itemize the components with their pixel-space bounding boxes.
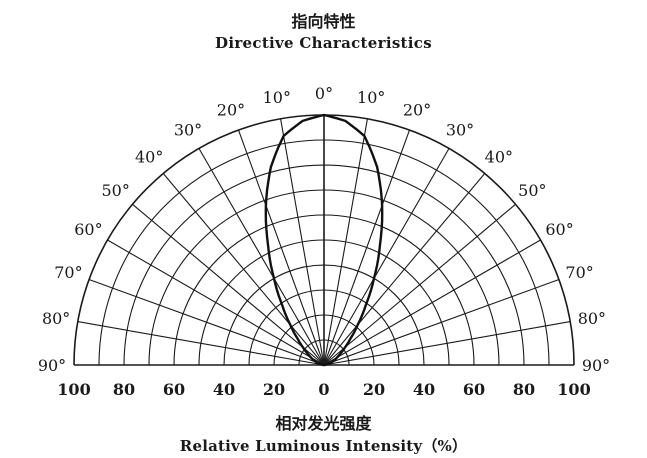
tick-label: 0: [318, 380, 329, 399]
angle-label: 20°: [217, 100, 245, 119]
grid-spoke: [323, 118, 368, 366]
chart-title: 指向特性: [291, 12, 356, 31]
angle-label: 50°: [101, 181, 129, 200]
grid-spoke: [162, 173, 325, 366]
grid-spoke: [88, 278, 325, 366]
grid-spoke: [323, 148, 450, 366]
grid-spoke: [323, 203, 516, 366]
angle-label: 70°: [565, 263, 593, 282]
grid-spoke: [132, 203, 325, 366]
grid-spoke: [323, 278, 560, 366]
grid-spoke: [237, 129, 325, 366]
angle-label: 90°: [582, 356, 610, 375]
x-axis-label-cn: 相对发光强度: [275, 414, 372, 433]
grid-spoke: [323, 173, 486, 366]
angle-label: 20°: [403, 100, 431, 119]
tick-label: 80: [513, 380, 535, 399]
angle-labels: 0° 10° 10° 20° 20° 30° 30° 40° 40° 50° 50° 60° 60° 70…: [38, 84, 610, 375]
tick-label: 100: [57, 380, 90, 399]
tick-label: 80: [113, 380, 135, 399]
angle-label: 30°: [446, 120, 474, 139]
angle-label: 50°: [518, 181, 546, 200]
tick-label: 40: [413, 380, 435, 399]
angle-label: 80°: [42, 309, 70, 328]
angle-label: 60°: [545, 220, 573, 239]
angle-label: 70°: [54, 263, 82, 282]
grid-spoke: [77, 321, 325, 366]
tick-label: 20: [263, 380, 285, 399]
angle-label: 30°: [174, 120, 202, 139]
tick-label: 60: [463, 380, 485, 399]
chart-subtitle: Directive Characteristics: [215, 34, 432, 52]
angle-label: 60°: [74, 220, 102, 239]
intensity-curve-line: [264, 113, 384, 367]
angle-label: 40°: [135, 148, 163, 167]
grid-spoke: [323, 321, 571, 366]
tick-label: 100: [557, 380, 590, 399]
x-axis-label-en: Relative Luminous Intensity（%）: [179, 437, 468, 455]
angle-label: 10°: [263, 88, 291, 107]
tick-label: 40: [213, 380, 235, 399]
angle-label: 40°: [485, 148, 513, 167]
radial-tick-labels: 0 20 20 40 40 60 60 80 80 100 100: [57, 380, 590, 399]
tick-label: 60: [163, 380, 185, 399]
grid-spoke: [107, 239, 325, 366]
grid-spoke: [323, 239, 541, 366]
angle-label: 10°: [357, 88, 385, 107]
grid-spoke: [323, 129, 411, 366]
tick-label: 20: [363, 380, 385, 399]
angle-label: 80°: [578, 309, 606, 328]
grid-spoke: [198, 148, 325, 366]
angle-label: 90°: [38, 356, 66, 375]
angle-label: 0°: [315, 84, 333, 103]
grid-spoke: [280, 118, 325, 366]
intensity-curve: [264, 113, 384, 367]
